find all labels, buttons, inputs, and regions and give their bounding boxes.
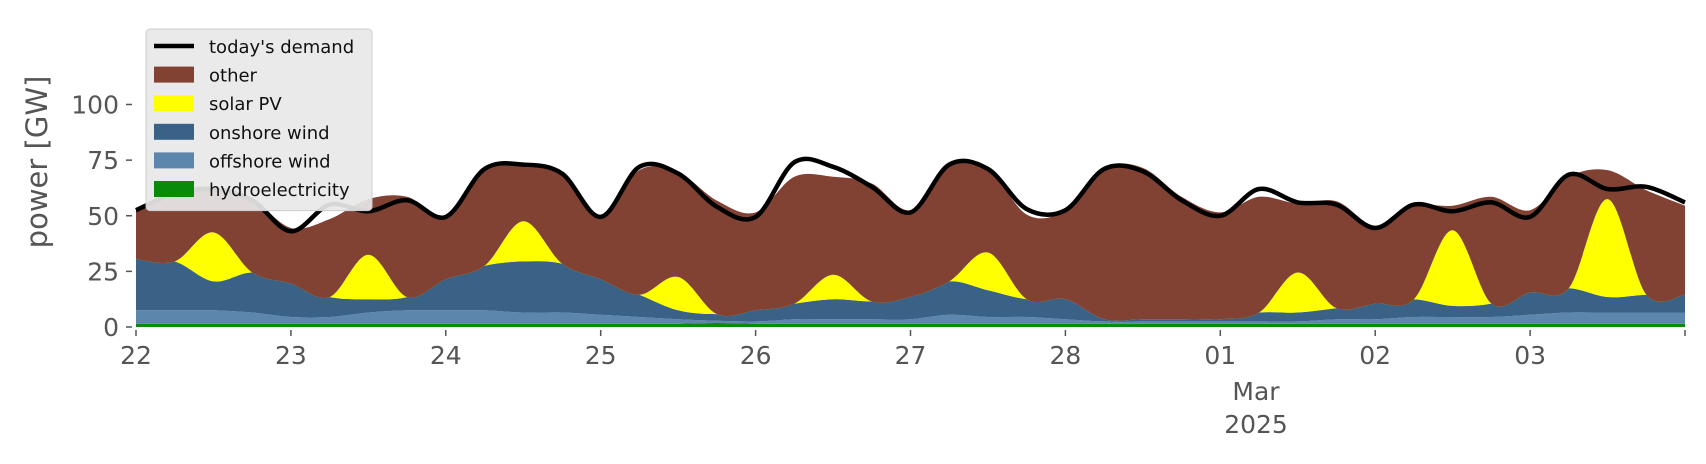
month-label: Mar xyxy=(1232,377,1280,406)
x-tick-label: 03 xyxy=(1514,341,1546,370)
legend-label-solar-pv: solar PV xyxy=(209,94,282,115)
legend-swatch-hydroelectricity xyxy=(154,181,194,197)
legend: today's demand other solar PV onshore wind o… xyxy=(145,28,373,212)
year-label: 2025 xyxy=(1224,410,1288,439)
legend-swatch-offshore-wind xyxy=(154,152,194,169)
legend-swatch-other xyxy=(154,66,194,83)
legend-label-offshore-wind: offshore wind xyxy=(209,151,331,172)
y-tick-label: 0 xyxy=(103,313,119,342)
x-tick-label: 22 xyxy=(120,341,152,370)
x-tick-label: 25 xyxy=(585,341,617,370)
area-hydroelectricity xyxy=(136,323,1685,327)
x-tick-label: 23 xyxy=(275,341,307,370)
area-other xyxy=(136,161,1685,321)
demand-line xyxy=(135,156,1686,234)
x-tick-label: 28 xyxy=(1049,341,1081,370)
legend-label-hydroelectricity: hydroelectricity xyxy=(209,180,350,201)
area-onshore-wind xyxy=(136,259,1685,322)
area-solar-pv xyxy=(136,199,1685,321)
legend-swatch-onshore-wind xyxy=(154,123,194,140)
y-axis-label: power [GW] xyxy=(20,76,54,249)
x-tick-label: 01 xyxy=(1204,341,1236,370)
legend-label-onshore-wind: onshore wind xyxy=(209,123,330,144)
area-offshore-wind xyxy=(136,310,1685,324)
y-tick-label: 25 xyxy=(87,257,119,286)
axes: 0 25 50 75 100 22 23 24 25 26 27 28 01 02 03 xyxy=(71,91,1686,370)
legend-swatch-solar-pv xyxy=(154,95,194,112)
demand-line-group xyxy=(135,156,1686,234)
y-tick-label: 50 xyxy=(87,202,119,231)
legend-label-today-s-demand: today's demand xyxy=(209,37,354,58)
stacked-areas xyxy=(136,161,1685,327)
x-tick-label: 27 xyxy=(895,341,927,370)
y-tick-label: 75 xyxy=(87,146,119,175)
x-tick-label: 26 xyxy=(740,341,772,370)
legend-box xyxy=(145,28,373,212)
x-tick-label: 02 xyxy=(1359,341,1391,370)
legend-label-other: other xyxy=(209,66,258,87)
x-tick-label: 24 xyxy=(430,341,462,370)
y-tick-label: 100 xyxy=(71,91,119,120)
